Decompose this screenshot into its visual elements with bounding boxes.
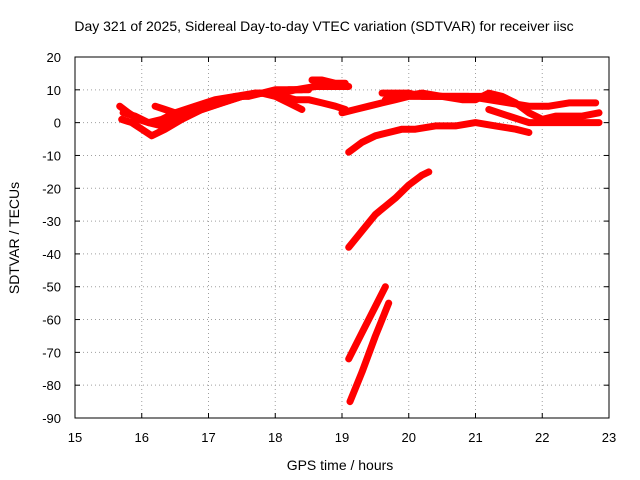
y-tick-label: -60 [42, 313, 61, 328]
series-track-i [381, 89, 603, 123]
y-tick-label: -50 [42, 280, 61, 295]
data-series [116, 76, 603, 406]
x-tick-label: 20 [402, 430, 416, 445]
y-tick-label: -10 [42, 148, 61, 163]
y-tick-label: 20 [47, 50, 61, 65]
x-tick-label: 15 [68, 430, 82, 445]
y-tick-label: 0 [54, 116, 61, 131]
x-tick-label: 22 [535, 430, 549, 445]
series-track-l [345, 168, 433, 251]
y-tick-label: -30 [42, 214, 61, 229]
x-tick-label: 17 [201, 430, 215, 445]
y-tick-label: -90 [42, 411, 61, 426]
x-tick-label: 19 [335, 430, 349, 445]
series-track-k [485, 106, 603, 127]
y-tick-label: -70 [42, 345, 61, 360]
series-track-e [178, 86, 306, 117]
y-tick-label: -20 [42, 181, 61, 196]
series-track-j [345, 119, 533, 156]
y-tick-label: 10 [47, 83, 61, 98]
x-tick-label: 21 [468, 430, 482, 445]
y-tick-label: -40 [42, 247, 61, 262]
y-tick-label: -80 [42, 378, 61, 393]
series-track-f [308, 76, 349, 87]
series-track-m [345, 283, 389, 363]
y-axis-label: SDTVAR / TECUs [6, 182, 22, 294]
x-tick-label: 16 [135, 430, 149, 445]
x-tick-label: 18 [268, 430, 282, 445]
series-track-n [346, 299, 393, 406]
chart-title: Day 321 of 2025, Sidereal Day-to-day VTE… [74, 18, 573, 34]
x-tick-label: 23 [602, 430, 616, 445]
axis-ticks: 15 16 17 18 19 20 21 22 23 -90 -80 -70 -60 -50 -40 -30 -… [42, 50, 616, 445]
x-axis-label: GPS time / hours [287, 457, 394, 473]
